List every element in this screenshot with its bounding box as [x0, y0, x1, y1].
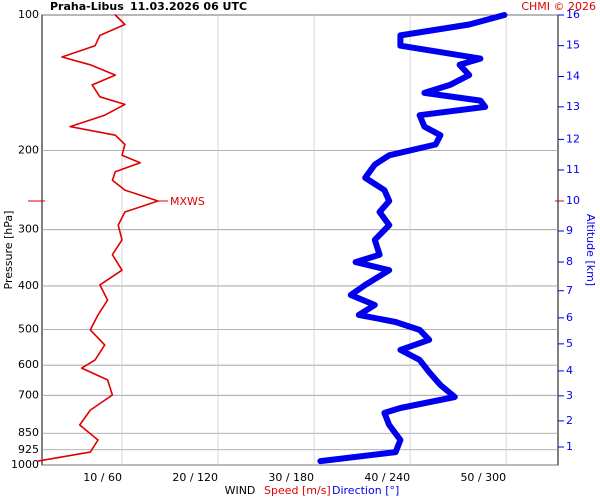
- sounding-time: 11.03.2026 06 UTC: [130, 0, 247, 13]
- profile-line: [37, 14, 159, 462]
- y2-tick-label: 6: [566, 311, 573, 324]
- y2-tick-label: 15: [566, 39, 580, 52]
- y-tick-label: 300: [18, 223, 39, 236]
- y-tick-label: 700: [18, 388, 39, 401]
- legend-entry: Speed [m/s]: [264, 484, 331, 497]
- x-tick-label: 30 / 180: [268, 471, 314, 484]
- mxws-label: MXWS: [170, 195, 205, 208]
- y2-tick-label: 3: [566, 389, 573, 402]
- plot-frame: [41, 14, 559, 466]
- y2-tick-label: 13: [566, 100, 580, 113]
- station-title: Praha-Libus: [50, 0, 124, 13]
- y2-tick-label: 16: [566, 8, 580, 21]
- legend-entry: Direction [°]: [332, 484, 399, 497]
- y-tick-label: 850: [18, 426, 39, 439]
- y-tick-label: 600: [18, 358, 39, 371]
- profile-line: [317, 12, 508, 465]
- y2-tick-label: 1: [566, 440, 573, 453]
- y2-tick-label: 14: [566, 70, 580, 83]
- y2-tick-label: 9: [566, 224, 573, 237]
- x-tick-label: 20 / 120: [172, 471, 218, 484]
- y-tick-label: 500: [18, 323, 39, 336]
- y-tick-label: 1000: [11, 458, 39, 471]
- x-tick-label: 40 / 240: [364, 471, 410, 484]
- y2-tick-label: 5: [566, 337, 573, 350]
- y2-tick-label: 12: [566, 132, 580, 145]
- y2-tick-label: 10: [566, 194, 580, 207]
- y2-tick-label: 8: [566, 255, 573, 268]
- y2-tick-label: 11: [566, 163, 580, 176]
- y-axis-label: Pressure [hPa]: [2, 211, 15, 290]
- x-tick-label: 10 / 60: [83, 471, 122, 484]
- x-axis-label: WIND: [225, 484, 256, 497]
- y2-tick-label: 2: [566, 414, 573, 427]
- y-tick-label: 100: [18, 8, 39, 21]
- y-tick-label: 925: [18, 443, 39, 456]
- y2-axis-label: Altitude [km]: [584, 214, 597, 286]
- credit: CHMI © 2026: [521, 0, 596, 13]
- y-tick-label: 200: [18, 143, 39, 156]
- x-tick-label: 50 / 300: [460, 471, 506, 484]
- y-tick-label: 400: [18, 279, 39, 292]
- y2-tick-label: 7: [566, 284, 573, 297]
- y2-tick-label: 4: [566, 364, 573, 377]
